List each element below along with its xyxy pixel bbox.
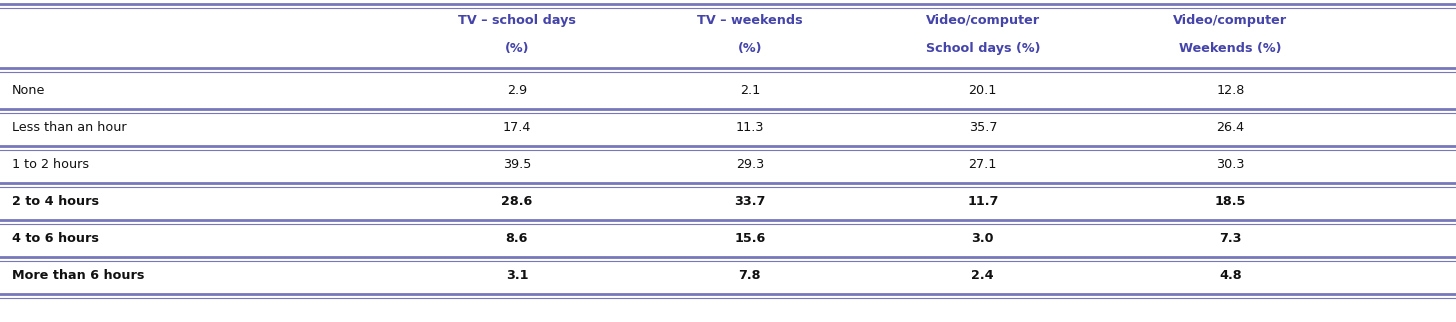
Text: 4 to 6 hours: 4 to 6 hours bbox=[12, 232, 99, 245]
Text: 29.3: 29.3 bbox=[735, 158, 764, 171]
Text: 3.1: 3.1 bbox=[505, 269, 529, 282]
Text: 20.1: 20.1 bbox=[968, 84, 997, 97]
Text: More than 6 hours: More than 6 hours bbox=[12, 269, 144, 282]
Text: Less than an hour: Less than an hour bbox=[12, 121, 127, 134]
Text: TV – weekends: TV – weekends bbox=[697, 14, 802, 26]
Text: Video/computer: Video/computer bbox=[1174, 14, 1287, 26]
Text: Video/computer: Video/computer bbox=[926, 14, 1040, 26]
Text: 33.7: 33.7 bbox=[734, 195, 766, 208]
Text: 28.6: 28.6 bbox=[501, 195, 533, 208]
Text: (%): (%) bbox=[738, 42, 761, 54]
Text: 2 to 4 hours: 2 to 4 hours bbox=[12, 195, 99, 208]
Text: TV – school days: TV – school days bbox=[459, 14, 575, 26]
Text: None: None bbox=[12, 84, 45, 97]
Text: Weekends (%): Weekends (%) bbox=[1179, 42, 1281, 54]
Text: 8.6: 8.6 bbox=[505, 232, 529, 245]
Text: 39.5: 39.5 bbox=[502, 158, 531, 171]
Text: 1 to 2 hours: 1 to 2 hours bbox=[12, 158, 89, 171]
Text: 17.4: 17.4 bbox=[502, 121, 531, 134]
Text: 2.1: 2.1 bbox=[740, 84, 760, 97]
Text: 27.1: 27.1 bbox=[968, 158, 997, 171]
Text: 4.8: 4.8 bbox=[1219, 269, 1242, 282]
Text: 11.7: 11.7 bbox=[967, 195, 999, 208]
Text: 3.0: 3.0 bbox=[971, 232, 994, 245]
Text: (%): (%) bbox=[505, 42, 529, 54]
Text: 12.8: 12.8 bbox=[1216, 84, 1245, 97]
Text: 2.9: 2.9 bbox=[507, 84, 527, 97]
Text: 15.6: 15.6 bbox=[734, 232, 766, 245]
Text: 30.3: 30.3 bbox=[1216, 158, 1245, 171]
Text: 7.8: 7.8 bbox=[738, 269, 761, 282]
Text: School days (%): School days (%) bbox=[926, 42, 1040, 54]
Text: 2.4: 2.4 bbox=[971, 269, 994, 282]
Text: 35.7: 35.7 bbox=[968, 121, 997, 134]
Text: 26.4: 26.4 bbox=[1216, 121, 1245, 134]
Text: 11.3: 11.3 bbox=[735, 121, 764, 134]
Text: 7.3: 7.3 bbox=[1219, 232, 1242, 245]
Text: 18.5: 18.5 bbox=[1214, 195, 1246, 208]
